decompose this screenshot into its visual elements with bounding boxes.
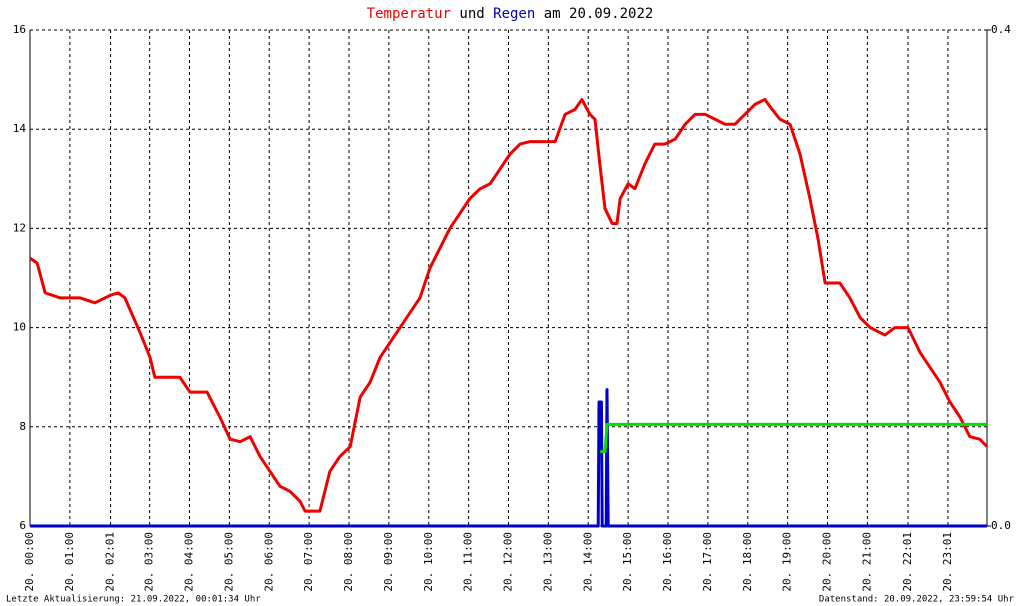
y-tick-label: 16 — [13, 23, 26, 36]
title-part: Regen — [493, 6, 535, 22]
x-tick-label: 20. 14:00 — [581, 532, 594, 592]
x-tick-label: 20. 04:00 — [183, 532, 196, 592]
x-tick-label: 20. 11:00 — [462, 532, 475, 592]
x-tick-label: 20. 02:01 — [104, 532, 117, 592]
x-tick-label: 20. 21:00 — [860, 532, 873, 592]
series-line — [600, 422, 987, 454]
y-tick-label: 14 — [13, 122, 27, 135]
x-tick-label: 20. 16:00 — [661, 532, 674, 592]
x-tick-label: 20. 19:00 — [781, 532, 794, 592]
title-part: und — [459, 6, 484, 22]
series-line — [29, 97, 989, 513]
x-tick-label: 20. 00:00 — [23, 532, 36, 592]
x-tick-label: 20. 23:01 — [941, 532, 954, 592]
x-tick-label: 20. 05:00 — [222, 532, 235, 592]
x-tick-label: 20. 03:00 — [143, 532, 156, 592]
series-line — [30, 388, 987, 528]
y2-tick-label: 0.4 — [991, 23, 1011, 36]
y2-tick-label: 0.0 — [991, 519, 1011, 532]
y-tick-label: 6 — [19, 519, 26, 532]
footer-right: Datenstand: 20.09.2022, 23:59:54 Uhr — [819, 595, 1015, 605]
x-tick-label: 20. 18:00 — [741, 532, 754, 592]
x-tick-label: 20. 20:00 — [821, 532, 834, 592]
title-part: Temperatur — [367, 6, 451, 22]
x-tick-label: 20. 08:00 — [342, 532, 355, 592]
y-tick-label: 12 — [13, 221, 26, 234]
x-tick-label: 20. 17:00 — [701, 532, 714, 592]
x-tick-label: 20. 15:00 — [621, 532, 634, 592]
footer-left: Letzte Aktualisierung: 21.09.2022, 00:01… — [6, 595, 261, 605]
y-tick-label: 10 — [13, 321, 26, 334]
x-tick-label: 20. 01:00 — [63, 532, 76, 592]
chart-title: Temperatur und Regen am 20.09.2022 — [367, 6, 654, 22]
x-tick-label: 20. 12:00 — [502, 532, 515, 592]
x-tick-label: 20. 10:00 — [422, 532, 435, 592]
x-tick-label: 20. 09:00 — [382, 532, 395, 592]
title-part: am 20.09.2022 — [544, 6, 654, 22]
x-tick-label: 20. 13:00 — [541, 532, 554, 592]
x-tick-label: 20. 22:01 — [901, 532, 914, 592]
y-tick-label: 8 — [19, 420, 26, 433]
x-tick-label: 20. 07:00 — [302, 532, 315, 592]
x-tick-label: 20. 06:00 — [262, 532, 275, 592]
